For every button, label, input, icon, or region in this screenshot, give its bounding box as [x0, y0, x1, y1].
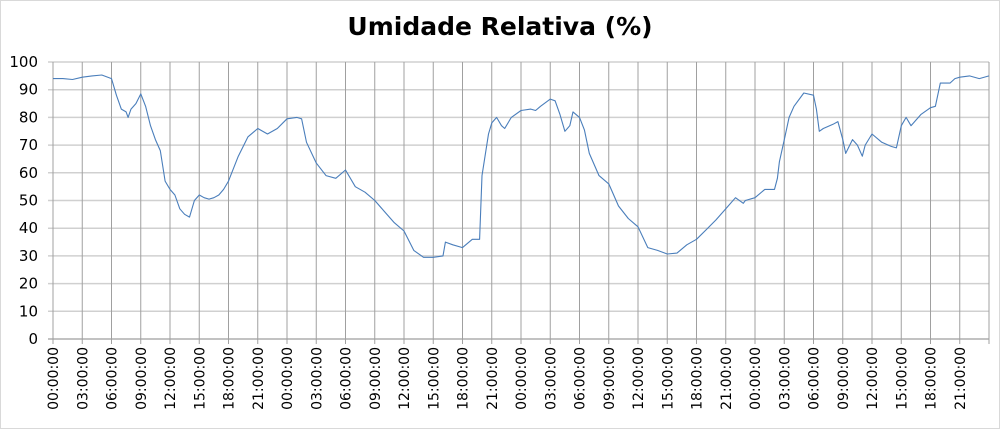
x-tick-label: 03:00:00 [543, 347, 559, 410]
x-tick-label: 21:00:00 [485, 347, 501, 410]
x-tick-label: 15:00:00 [426, 347, 442, 410]
y-tick-label: 40 [19, 219, 38, 237]
x-tick-label: 15:00:00 [660, 347, 676, 410]
y-tick-label: 60 [19, 164, 38, 182]
x-tick-label: 03:00:00 [309, 347, 325, 410]
x-tick-label: 06:00:00 [105, 347, 121, 410]
x-tick-label: 21:00:00 [719, 347, 735, 410]
x-tick-label: 09:00:00 [836, 347, 852, 410]
y-tick-label: 50 [19, 192, 38, 210]
data-series-line [53, 74, 990, 258]
y-tick-label: 70 [19, 136, 38, 154]
x-tick-label: 00:00:00 [748, 347, 764, 410]
x-tick-label: 15:00:00 [894, 347, 910, 410]
x-tick-label: 18:00:00 [690, 347, 706, 410]
x-tick-label: 00:00:00 [280, 347, 296, 410]
x-tick-label: 21:00:00 [953, 347, 969, 410]
chart-title: Umidade Relativa (%) [347, 12, 653, 41]
y-tick-label: 80 [19, 108, 38, 126]
x-tick-label: 18:00:00 [222, 347, 238, 410]
x-tick-label: 06:00:00 [573, 347, 589, 410]
x-tick-label: 12:00:00 [397, 347, 413, 410]
x-tick-label: 03:00:00 [777, 347, 793, 410]
x-tick-label: 12:00:00 [865, 347, 881, 410]
x-tick-label: 21:00:00 [251, 347, 267, 410]
x-tick-label: 18:00:00 [456, 347, 472, 410]
y-tick-label: 10 [19, 302, 38, 320]
x-tick-label: 00:00:00 [46, 347, 62, 410]
x-tick-label: 18:00:00 [924, 347, 940, 410]
y-tick-label: 100 [9, 53, 38, 71]
x-tick-label: 06:00:00 [807, 347, 823, 410]
x-tick-label: 09:00:00 [368, 347, 384, 410]
x-tick-label: 15:00:00 [192, 347, 208, 410]
x-tick-label: 09:00:00 [134, 347, 150, 410]
x-tick-label: 09:00:00 [602, 347, 618, 410]
x-tick-label: 00:00:00 [514, 347, 530, 410]
y-tick-label: 0 [28, 330, 38, 348]
x-tick-label: 12:00:00 [163, 347, 179, 410]
x-tick-label: 12:00:00 [631, 347, 647, 410]
y-tick-label: 20 [19, 275, 38, 293]
x-tick-label: 03:00:00 [75, 347, 91, 410]
y-tick-label: 30 [19, 247, 38, 265]
y-tick-label: 90 [19, 81, 38, 99]
x-tick-label: 06:00:00 [339, 347, 355, 410]
